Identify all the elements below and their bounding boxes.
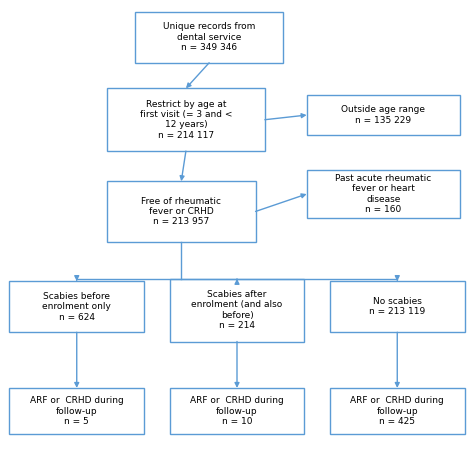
FancyBboxPatch shape [307,170,460,219]
Text: Scabies after
enrolment (and also
before)
n = 214: Scabies after enrolment (and also before… [191,290,283,330]
FancyBboxPatch shape [9,281,144,332]
FancyBboxPatch shape [135,12,283,63]
FancyBboxPatch shape [9,388,144,434]
Text: Unique records from
dental service
n = 349 346: Unique records from dental service n = 3… [163,22,255,52]
FancyBboxPatch shape [307,95,460,135]
Text: Scabies before
enrolment only
n = 624: Scabies before enrolment only n = 624 [42,292,111,321]
FancyBboxPatch shape [330,388,465,434]
FancyBboxPatch shape [107,181,255,242]
FancyBboxPatch shape [107,88,265,151]
Text: No scabies
n = 213 119: No scabies n = 213 119 [369,297,425,316]
Text: ARF or  CRHD during
follow-up
n = 10: ARF or CRHD during follow-up n = 10 [190,396,284,426]
FancyBboxPatch shape [170,279,304,341]
FancyBboxPatch shape [330,281,465,332]
Text: ARF or  CRHD during
follow-up
n = 425: ARF or CRHD during follow-up n = 425 [350,396,444,426]
Text: Outside age range
n = 135 229: Outside age range n = 135 229 [341,105,425,125]
Text: Past acute rheumatic
fever or heart
disease
n = 160: Past acute rheumatic fever or heart dise… [335,174,431,214]
FancyBboxPatch shape [170,388,304,434]
Text: Restrict by age at
first visit (= 3 and <
12 years)
n = 214 117: Restrict by age at first visit (= 3 and … [140,100,232,140]
Text: ARF or  CRHD during
follow-up
n = 5: ARF or CRHD during follow-up n = 5 [30,396,124,426]
Text: Free of rheumatic
fever or CRHD
n = 213 957: Free of rheumatic fever or CRHD n = 213 … [141,197,221,227]
